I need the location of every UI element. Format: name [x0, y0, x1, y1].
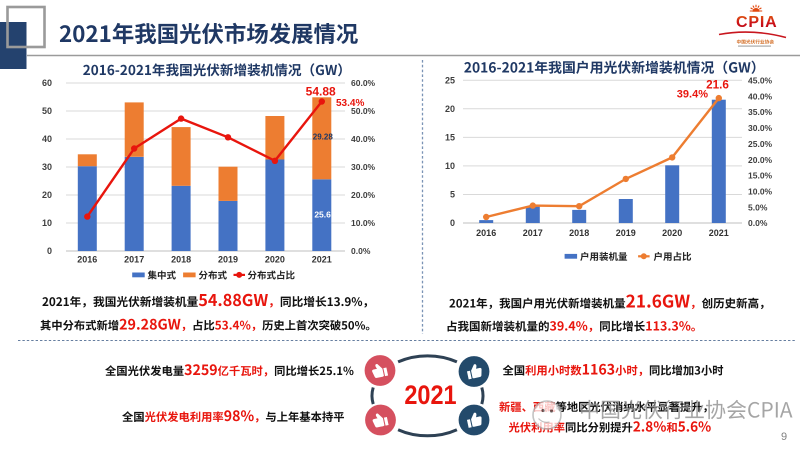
svg-text:2019: 2019: [616, 228, 636, 238]
svg-text:2017: 2017: [523, 228, 543, 238]
svg-text:40: 40: [42, 134, 52, 144]
svg-text:20.0%: 20.0%: [748, 155, 773, 165]
svg-text:25: 25: [445, 76, 455, 86]
svg-text:15.0%: 15.0%: [748, 171, 773, 181]
svg-text:21.6: 21.6: [706, 79, 729, 92]
svg-text:2018: 2018: [569, 228, 589, 238]
svg-text:2018: 2018: [171, 255, 191, 265]
svg-text:0.0%: 0.0%: [748, 218, 768, 228]
svg-text:60: 60: [42, 78, 52, 88]
svg-text:5.0%: 5.0%: [748, 202, 768, 212]
svg-text:53.4%: 53.4%: [336, 98, 364, 109]
svg-text:5: 5: [450, 190, 455, 200]
svg-text:25.6: 25.6: [314, 210, 331, 220]
svg-text:2019: 2019: [218, 255, 238, 265]
svg-text:25.0%: 25.0%: [748, 139, 773, 149]
svg-text:20: 20: [445, 104, 455, 114]
svg-text:10: 10: [445, 161, 455, 171]
svg-text:20: 20: [42, 190, 52, 200]
svg-text:39.4%: 39.4%: [677, 89, 708, 101]
svg-text:29.28: 29.28: [313, 133, 334, 142]
svg-text:15: 15: [445, 133, 455, 143]
svg-text:2017: 2017: [124, 255, 144, 265]
svg-text:2021: 2021: [709, 228, 729, 238]
svg-text:0: 0: [450, 218, 455, 228]
svg-text:40.0%: 40.0%: [748, 91, 773, 101]
svg-text:30: 30: [42, 162, 52, 172]
svg-text:20.0%: 20.0%: [351, 190, 376, 200]
svg-text:50.0%: 50.0%: [351, 106, 376, 116]
svg-text:40.0%: 40.0%: [351, 134, 376, 144]
svg-text:2016: 2016: [77, 255, 97, 265]
svg-text:10.0%: 10.0%: [351, 218, 376, 228]
svg-text:2021: 2021: [404, 381, 456, 411]
svg-text:60.0%: 60.0%: [351, 78, 376, 88]
svg-text:2020: 2020: [662, 228, 682, 238]
svg-text:9: 9: [781, 431, 787, 443]
svg-text:0.0%: 0.0%: [351, 246, 371, 256]
svg-text:2016: 2016: [476, 228, 496, 238]
svg-text:45.0%: 45.0%: [748, 76, 773, 86]
svg-text:35.0%: 35.0%: [748, 107, 773, 117]
svg-text:2020: 2020: [265, 255, 285, 265]
svg-text:10: 10: [42, 218, 52, 228]
svg-text:54.88: 54.88: [306, 85, 336, 99]
svg-text:0: 0: [47, 246, 52, 256]
svg-text:50: 50: [42, 106, 52, 116]
svg-text:CPIA: CPIA: [736, 14, 777, 31]
svg-text:10.0%: 10.0%: [748, 187, 773, 197]
svg-text:30.0%: 30.0%: [351, 162, 376, 172]
svg-text:30.0%: 30.0%: [748, 123, 773, 133]
svg-text:2021: 2021: [312, 255, 332, 265]
